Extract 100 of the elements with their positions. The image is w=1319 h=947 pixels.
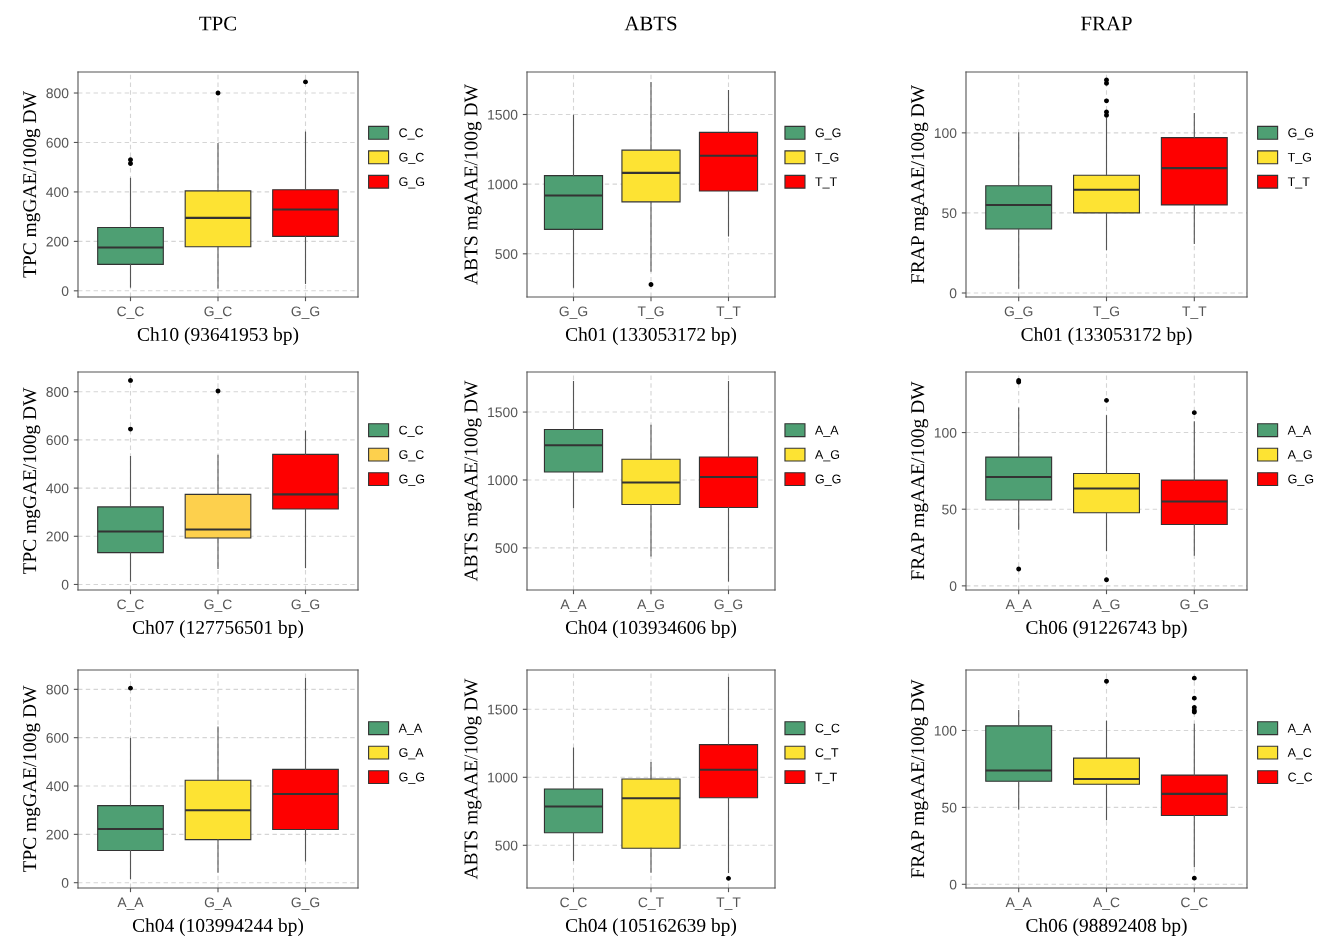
chart-title: ABTS: [624, 16, 677, 31]
x-tick-label: G_G: [1180, 599, 1208, 612]
legend-label: C_C: [399, 128, 424, 140]
x-tick-label: G_G: [714, 599, 743, 612]
y-tick-label: 400: [46, 187, 69, 198]
x-tick-label: T_T: [1182, 306, 1207, 319]
x-tick-label: A_A: [1005, 599, 1032, 612]
x-tick-label: T_G: [1093, 306, 1119, 319]
y-axis-title: FRAP mgAAE/100g DW: [911, 679, 929, 878]
x-axis-title: Ch06 (91226743 bp): [1026, 620, 1187, 638]
legend-label: G_C: [399, 450, 424, 462]
x-axis-title: Ch07 (127756501 bp): [132, 620, 304, 638]
x-tick-label: G_G: [291, 599, 320, 612]
x-tick-label: C_C: [117, 599, 144, 612]
y-axis-title: TPC mgGAE/100g DW: [23, 91, 41, 278]
y-tick-label: 400: [46, 781, 69, 792]
x-tick-label: G_G: [559, 306, 588, 319]
legend-label: A_A: [398, 723, 423, 735]
legend-label: T_G: [1287, 152, 1311, 164]
y-tick-label: 200: [46, 829, 69, 840]
y-tick-label: 0: [61, 579, 69, 590]
x-tick-label: A_G: [637, 599, 664, 612]
y-tick-label: 200: [46, 236, 69, 247]
y-tick-label: 1500: [488, 704, 518, 715]
y-tick-label: 1000: [488, 475, 518, 486]
x-tick-label: G_G: [291, 897, 320, 910]
chart-title: TPC: [199, 16, 236, 31]
legend-label: G_G: [399, 772, 425, 784]
legend-label: A_A: [1287, 723, 1312, 735]
y-tick-label: 500: [495, 543, 518, 554]
y-axis-title: ABTS mgAAE/100g DW: [464, 380, 482, 582]
x-axis-title: Ch04 (105162639 bp): [565, 918, 737, 936]
legend-label: C_T: [815, 748, 839, 760]
y-tick-label: 400: [46, 483, 69, 494]
y-tick-label: 800: [46, 88, 69, 99]
x-tick-label: T_G: [637, 306, 664, 319]
legend-label: G_G: [1288, 474, 1314, 486]
x-tick-label: A_A: [1005, 897, 1032, 910]
x-tick-label: G_C: [204, 306, 232, 319]
y-tick-label: 0: [949, 879, 957, 890]
y-tick-label: 0: [949, 288, 957, 299]
x-tick-label: G_G: [291, 306, 320, 319]
y-tick-label: 1500: [488, 407, 518, 418]
x-axis-title: Ch04 (103934606 bp): [565, 620, 737, 638]
x-axis-title: Ch01 (133053172 bp): [1021, 327, 1192, 345]
x-tick-label: T_T: [716, 897, 741, 910]
x-tick-label: A_A: [117, 897, 144, 910]
legend-label: G_A: [399, 748, 424, 760]
y-tick-label: 50: [942, 802, 957, 813]
x-tick-label: A_G: [1092, 599, 1120, 612]
y-tick-label: 200: [46, 531, 69, 542]
legend-label: T_T: [815, 177, 837, 189]
y-tick-label: 50: [942, 504, 957, 515]
y-axis-title: TPC mgGAE/100g DW: [23, 387, 41, 575]
y-tick-label: 800: [46, 684, 69, 695]
y-axis-title: FRAP mgAAE/100g DW: [911, 381, 929, 580]
legend-label: A_C: [1287, 748, 1312, 760]
chart-title: FRAP: [1081, 16, 1132, 31]
y-tick-label: 1000: [488, 179, 518, 190]
y-tick-label: 100: [934, 427, 957, 438]
y-tick-label: 600: [46, 435, 69, 446]
x-axis-title: Ch04 (103994244 bp): [132, 918, 304, 936]
legend-label: G_C: [399, 152, 424, 164]
legend-label: G_G: [815, 474, 841, 486]
x-tick-label: T_T: [716, 306, 741, 319]
legend-label: G_G: [399, 474, 425, 486]
legend-label: A_A: [1287, 425, 1312, 437]
legend-label: A_G: [814, 450, 840, 462]
legend-label: A_A: [814, 425, 839, 437]
legend-label: C_C: [815, 723, 840, 735]
legend-label: G_G: [815, 128, 841, 140]
x-axis-title: Ch10 (93641953 bp): [137, 327, 299, 345]
y-tick-label: 600: [46, 733, 69, 743]
x-axis-title: Ch01 (133053172 bp): [565, 327, 737, 345]
y-tick-label: 0: [61, 878, 69, 888]
y-tick-label: 500: [495, 249, 518, 259]
x-tick-label: G_A: [204, 897, 232, 910]
y-axis-title: ABTS mgAAE/100g DW: [464, 84, 482, 285]
y-tick-label: 50: [942, 208, 957, 219]
x-axis-title: Ch06 (98892408 bp): [1026, 918, 1187, 936]
y-tick-label: 100: [934, 128, 957, 139]
legend-label: T_T: [1287, 177, 1310, 189]
legend-label: A_G: [1287, 450, 1312, 462]
x-tick-label: C_C: [117, 306, 144, 319]
x-tick-label: C_C: [1181, 897, 1208, 910]
x-tick-label: A_C: [1093, 897, 1120, 910]
x-tick-label: C_T: [638, 897, 664, 910]
legend-label: G_G: [1288, 128, 1314, 140]
y-axis-title: TPC mgGAE/100g DW: [23, 685, 41, 873]
x-tick-label: C_C: [560, 897, 587, 910]
legend-label: T_T: [815, 772, 837, 784]
y-tick-label: 1500: [488, 109, 518, 120]
y-axis-title: ABTS mgAAE/100g DW: [464, 678, 482, 880]
y-tick-label: 100: [934, 725, 957, 736]
legend-label: T_G: [815, 152, 839, 164]
x-tick-label: G_G: [1004, 306, 1033, 319]
legend-label: C_C: [1288, 772, 1313, 784]
legend-label: C_C: [399, 425, 424, 437]
y-tick-label: 0: [61, 286, 69, 296]
x-tick-label: G_C: [204, 599, 232, 612]
